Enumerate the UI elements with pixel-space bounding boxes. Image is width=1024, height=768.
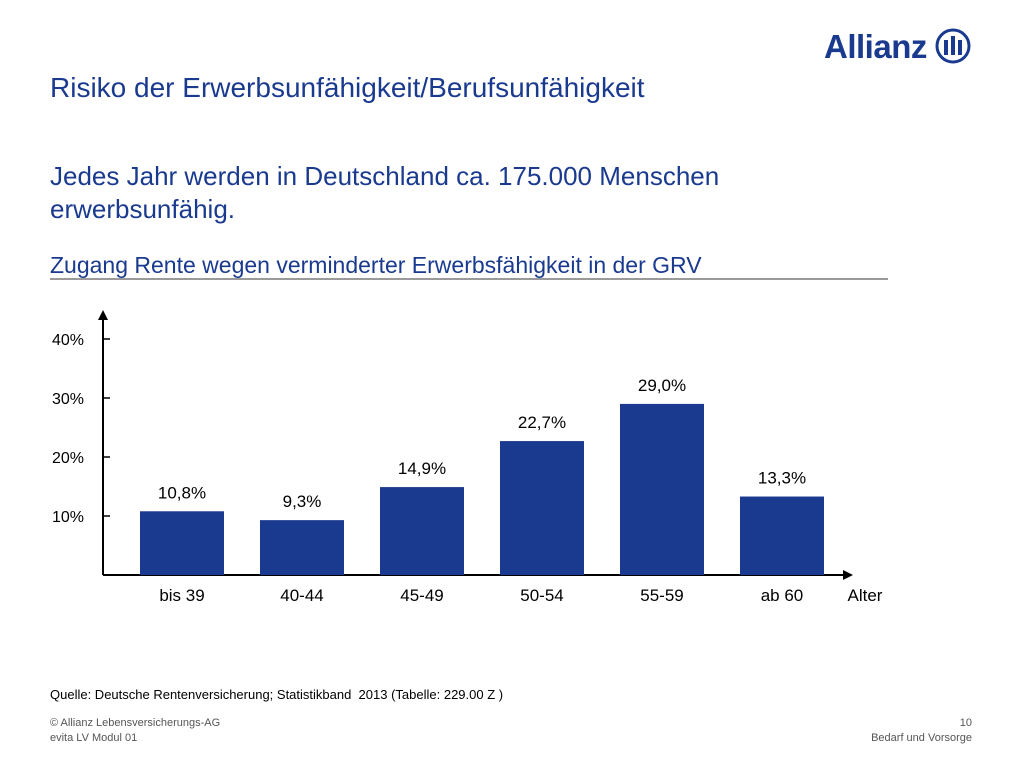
chart-title-underline	[50, 278, 888, 280]
x-category-label: ab 60	[761, 586, 804, 605]
bar	[500, 441, 584, 575]
footer-left: © Allianz Lebensversicherungs-AG evita L…	[50, 716, 220, 746]
bar-value-label: 29,0%	[638, 376, 686, 395]
allianz-logo: Allianz	[824, 28, 971, 64]
footer-copyright: © Allianz Lebensversicherungs-AG	[50, 717, 221, 729]
bar	[740, 496, 824, 575]
bar-value-label: 22,7%	[518, 413, 566, 432]
y-axis-arrow	[98, 310, 108, 320]
x-axis-arrow	[843, 570, 853, 580]
footer-section: Bedarf und Vorsorge	[871, 732, 972, 744]
chart-title: Zugang Rente wegen verminderter Erwerbsf…	[50, 252, 702, 278]
x-category-label: 55-59	[640, 586, 683, 605]
source-note: Quelle: Deutsche Rentenversicherung; Sta…	[50, 687, 504, 702]
x-category-label: 50-54	[520, 586, 563, 605]
y-tick-label: 10%	[52, 509, 84, 526]
x-category-label: bis 39	[159, 586, 204, 605]
bar-value-label: 14,9%	[398, 459, 446, 478]
bar	[260, 520, 344, 575]
y-tick-label: 40%	[52, 332, 84, 349]
y-tick-label: 30%	[52, 391, 84, 408]
bar	[620, 403, 704, 575]
bar-value-label: 9,3%	[283, 492, 322, 511]
x-axis-label: Alter	[848, 586, 883, 605]
bar	[140, 511, 224, 575]
x-category-label: 45-49	[400, 586, 443, 605]
bar-value-label: 10,8%	[158, 483, 206, 502]
logo-wordmark: Allianz	[824, 27, 927, 65]
page-number: 10	[959, 717, 972, 729]
x-category-label: 40-44	[280, 586, 323, 605]
footer-right: 10 Bedarf und Vorsorge	[871, 716, 972, 746]
footer-module: evita LV Modul 01	[50, 732, 138, 744]
page-subtitle: Jedes Jahr werden in Deutschland ca. 175…	[50, 161, 720, 224]
allianz-eagle-emblem-icon	[935, 28, 971, 64]
bar	[380, 487, 464, 575]
y-tick-label: 20%	[52, 450, 84, 467]
bar-value-label: 13,3%	[758, 469, 806, 488]
page-title: Risiko der Erwerbsunfähigkeit/Berufsunfä…	[50, 72, 645, 103]
